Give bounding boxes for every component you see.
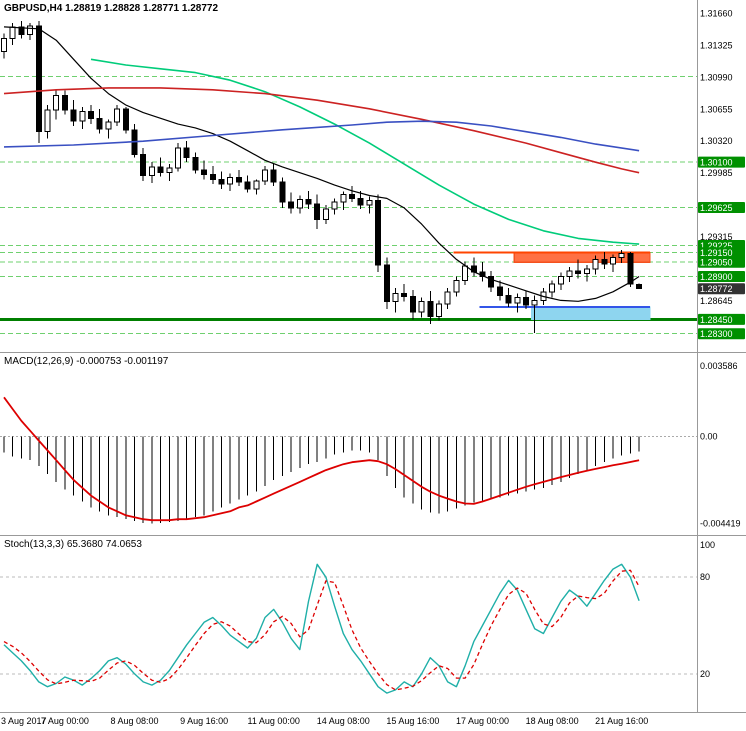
support-level-badge (698, 313, 745, 325)
time-axis-label: 15 Aug 16:00 (386, 716, 439, 726)
ma-mid-green (90, 58, 640, 245)
svg-text:1.30100: 1.30100 (700, 158, 733, 168)
price-tick-label: 1.29985 (700, 168, 733, 178)
time-axis-label: 11 Aug 00:00 (248, 716, 300, 726)
svg-text:1.29225: 1.29225 (700, 241, 733, 251)
ma-slow-red (3, 87, 640, 174)
time-axis-label: 9 Aug 16:00 (180, 716, 228, 726)
price-level-badge (698, 271, 745, 283)
price-tick-label: 1.31660 (700, 9, 733, 19)
time-axis-label: 14 Aug 08:00 (317, 716, 370, 726)
macd-signal-line (3, 396, 640, 522)
time-axis-label: 3 Aug 2017 (1, 716, 47, 726)
price-tick-label: 1.28645 (700, 296, 733, 306)
price-level-badge (698, 247, 745, 259)
svg-text:1.29150: 1.29150 (700, 248, 733, 258)
price-tick-label: 1.31325 (700, 40, 733, 50)
time-axis-label: 18 Aug 08:00 (526, 716, 579, 726)
macd-axis-label: 0.003586 (700, 361, 738, 371)
price-tick-label: 1.30320 (700, 136, 733, 146)
svg-text:1.28300: 1.28300 (700, 329, 733, 339)
candlestick-series[interactable] (1, 21, 643, 333)
price-level-badge (698, 256, 745, 268)
ma-slowest-blue (3, 120, 640, 152)
price-tick-label: 1.30655 (700, 104, 733, 114)
panel-separators (0, 352, 746, 713)
support-resistance-rectangles[interactable] (453, 251, 651, 321)
svg-text:1.28772: 1.28772 (700, 284, 733, 294)
svg-text:1.29625: 1.29625 (700, 203, 733, 213)
time-axis-label: 17 Aug 00:00 (456, 716, 509, 726)
moving-average-lines (3, 26, 640, 302)
macd-axis-label: 0.00 (700, 432, 718, 442)
stoch-panel[interactable]: 100 80 20 (0, 540, 715, 694)
current-price-badge (698, 283, 745, 295)
price-tick-label: 1.29315 (700, 232, 733, 242)
macd-panel[interactable]: 0.003586 0.00 -0.004419 (0, 361, 741, 529)
stoch-k-line (3, 563, 640, 694)
stoch-axis-label: 100 (700, 540, 715, 550)
price-level-lines (0, 75, 697, 335)
stoch-axis-label: 20 (700, 669, 710, 679)
price-tick-label: 1.30990 (700, 72, 733, 82)
macd-axis-label: -0.004419 (700, 519, 741, 529)
time-axis-label: 8 Aug 08:00 (110, 716, 158, 726)
time-axis-label: 21 Aug 16:00 (595, 716, 648, 726)
price-scale[interactable]: 1.31660 1.31325 1.30990 1.30655 1.30320 1.299… (697, 0, 746, 712)
stoch-d-line (3, 569, 640, 691)
time-axis-label: 7 Aug 00:00 (41, 716, 89, 726)
svg-text:1.28900: 1.28900 (700, 272, 733, 282)
stoch-axis-label: 80 (700, 572, 710, 582)
ma-fast-black (3, 26, 640, 302)
price-level-badge (698, 328, 745, 340)
svg-text:1.28450: 1.28450 (700, 315, 733, 325)
svg-text:1.29050: 1.29050 (700, 258, 733, 268)
price-level-badge (698, 156, 745, 168)
price-level-badge (698, 201, 745, 213)
